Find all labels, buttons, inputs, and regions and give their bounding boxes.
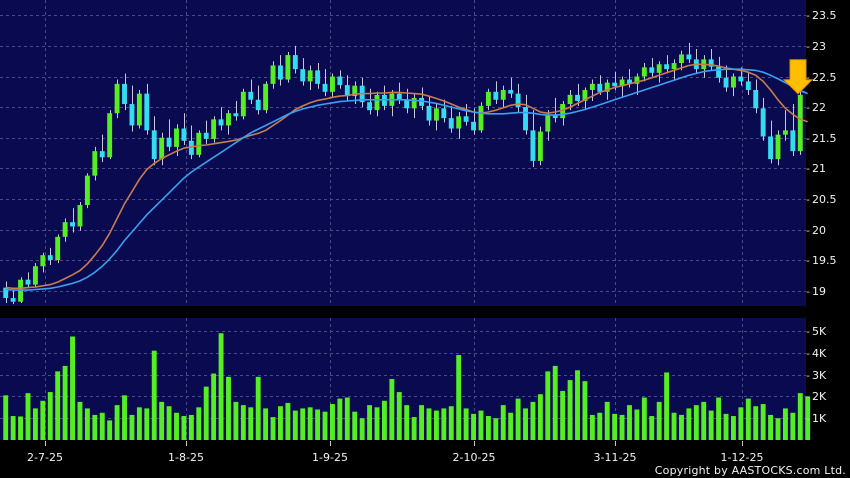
- price-axis-tick: -20: [806, 224, 826, 237]
- date-axis-label: 2-7-25: [27, 451, 63, 464]
- date-axis-tick: [45, 441, 46, 446]
- price-chart-panel[interactable]: [0, 0, 814, 306]
- date-axis-label: 2-10-25: [452, 451, 496, 464]
- down-arrow-icon: [782, 59, 814, 95]
- copyright-notice: Copyright by AASTOCKS.com Ltd.: [654, 464, 846, 477]
- volume-axis-tick: -5K: [806, 325, 827, 338]
- volume-axis-tick: -1K: [806, 412, 827, 425]
- candlestick-series: [3, 42, 814, 305]
- date-axis-label: 3-11-25: [593, 451, 637, 464]
- date-axis-tick: [474, 441, 475, 446]
- price-axis-tick: -22.5: [806, 71, 837, 84]
- date-axis-label: 1-8-25: [168, 451, 204, 464]
- price-axis-tick: -23.5: [806, 9, 837, 22]
- price-axis-tick: -20.5: [806, 193, 837, 206]
- volume-axis-tick: -3K: [806, 369, 827, 382]
- price-axis-tick: -22: [806, 101, 826, 114]
- price-axis-tick: -21.5: [806, 132, 837, 145]
- volume-axis-tick: -4K: [806, 347, 827, 360]
- price-axis-tick: -19.5: [806, 254, 837, 267]
- price-axis-tick: -23: [806, 40, 826, 53]
- date-axis-tick: [186, 441, 187, 446]
- volume-axis-tick: -2K: [806, 390, 827, 403]
- price-axis: -23.5 -23 -22.5 -22 -21.5 -21 -20.5 -20 -19.5 -19: [806, 0, 850, 478]
- date-axis-tick: [742, 441, 743, 446]
- volume-axis: -5K -4K -3K -2K -1K: [806, 0, 850, 478]
- date-axis-tick: [330, 441, 331, 446]
- date-axis-label: 1-9-25: [312, 451, 348, 464]
- date-axis-tick: [615, 441, 616, 446]
- price-axis-tick: -19: [806, 285, 826, 298]
- volume-bar-series: [3, 333, 811, 440]
- date-axis: 2-7-25 1-8-25 1-9-25 2-10-25 3-11-25 1-12-25: [0, 440, 806, 478]
- date-axis-label: 1-12-25: [720, 451, 764, 464]
- volume-chart-panel[interactable]: [0, 318, 811, 440]
- price-axis-tick: -21: [806, 162, 826, 175]
